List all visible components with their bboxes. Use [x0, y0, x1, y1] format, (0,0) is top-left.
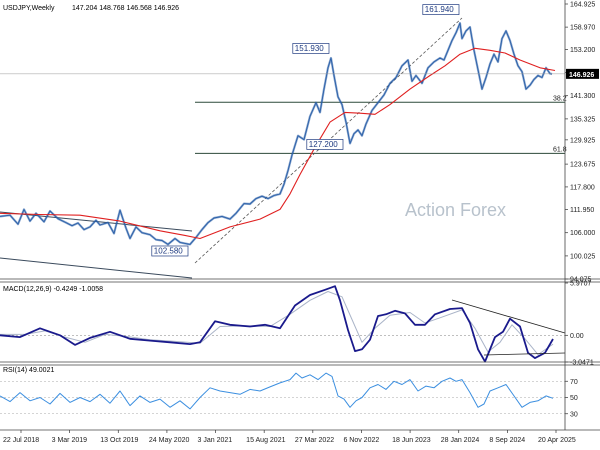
x-tick-label: 24 May 2020 [149, 437, 190, 444]
price-y-tick-label: 106.000 [570, 230, 595, 237]
x-tick-label: 18 Jun 2023 [392, 437, 431, 444]
rsi-header: RSI(14) 49.0021 [3, 367, 54, 374]
price-y-tick-label: 94.075 [570, 277, 592, 284]
macd-lower-trendline [483, 352, 566, 356]
x-tick-label: 20 Apr 2025 [538, 437, 576, 444]
price-y-tick-label: 153.200 [570, 47, 595, 54]
price-y-tick-label: 164.925 [570, 2, 595, 9]
annotation-box [306, 139, 344, 150]
price-header-ohlc: 147.204 148.768 146.568 146.926 [72, 5, 179, 12]
rsi-y-axis: 70 50 30 [565, 379, 578, 418]
x-axis: 22 Jul 2018 3 Mar 2019 13 Oct 2019 24 May 2… [3, 430, 576, 444]
price-annotations: 161.940 151.930 127.200 102.580 [151, 4, 460, 257]
rsi-y-tick-label: 50 [570, 395, 578, 402]
rsi-line [0, 372, 554, 410]
fib-label: 38.2 [553, 95, 567, 102]
price-y-tick-label: 117.800 [570, 184, 595, 191]
last-price-badge [566, 68, 599, 79]
price-y-axis: 164.925158.970153.200147.300141.300135.3… [0, 2, 599, 284]
macd-panel: 5.9707 0.00 -3.0471 MACD(12,26,9) -0.4249 … [0, 281, 594, 367]
price-panel: 38.2 61.8 Action Forex 161.940 151.930 127.… [0, 2, 599, 284]
x-tick-label: 13 Oct 2019 [100, 437, 138, 444]
moving-average-line [0, 47, 556, 240]
x-tick-label: 6 Nov 2022 [343, 437, 379, 444]
last-price-label: 146.926 [569, 72, 594, 79]
x-tick-label: 28 Jan 2024 [441, 437, 480, 444]
price-line-core [0, 22, 553, 245]
watermark: Action Forex [405, 200, 506, 220]
price-y-tick-label: 158.970 [570, 25, 595, 32]
price-header-symbol: USDJPY,Weekly [3, 5, 55, 12]
macd-y-tick-label: 0.00 [570, 333, 584, 340]
macd-y-axis: 5.9707 0.00 -3.0471 [565, 281, 594, 367]
annotation-label: 151.930 [295, 44, 324, 53]
macd-upper-trendline [451, 299, 566, 334]
price-y-tick-label: 123.675 [570, 162, 595, 169]
x-tick-label: 15 Aug 2021 [246, 437, 285, 444]
rsi-y-tick-label: 70 [570, 379, 578, 386]
price-series [0, 22, 556, 246]
annotation-box [422, 4, 460, 15]
price-y-tick-label: 129.925 [570, 137, 595, 144]
x-tick-label: 27 Mar 2022 [295, 437, 334, 444]
price-y-tick-label: 141.300 [570, 93, 595, 100]
panel-borders [0, 0, 600, 431]
x-tick-label: 3 Mar 2019 [52, 437, 88, 444]
annotation-box [292, 43, 330, 54]
macd-series [0, 285, 566, 363]
annotation-box [151, 245, 189, 257]
x-tick-label: 22 Jul 2018 [3, 437, 39, 444]
macd-y-tick-label: -3.0471 [570, 360, 594, 367]
fib-label: 61.8 [553, 146, 567, 153]
annotation-label: 102.580 [154, 246, 183, 255]
price-y-tick-label: 100.025 [570, 253, 595, 260]
macd-y-tick-label: 5.9707 [570, 281, 592, 288]
trend-channel [0, 17, 463, 279]
macd-line [0, 285, 554, 363]
annotation-label: 127.200 [309, 140, 338, 149]
channel-lower-line [0, 257, 193, 279]
price-y-tick-label: 111.950 [570, 207, 594, 214]
x-tick-label: 8 Sep 2024 [489, 437, 525, 444]
macd-signal-line [0, 291, 554, 356]
fibonacci-levels: 38.2 61.8 [195, 95, 567, 154]
x-tick-label: 3 Jan 2021 [198, 437, 233, 444]
rsi-y-tick-label: 30 [570, 411, 578, 418]
rsi-series [0, 372, 565, 415]
macd-header: MACD(12,26,9) -0.4249 -1.0058 [3, 286, 103, 293]
annotation-label: 161.940 [425, 5, 454, 14]
rsi-panel: 70 50 30 RSI(14) 49.0021 [0, 367, 578, 418]
price-y-tick-label: 135.325 [570, 116, 595, 123]
